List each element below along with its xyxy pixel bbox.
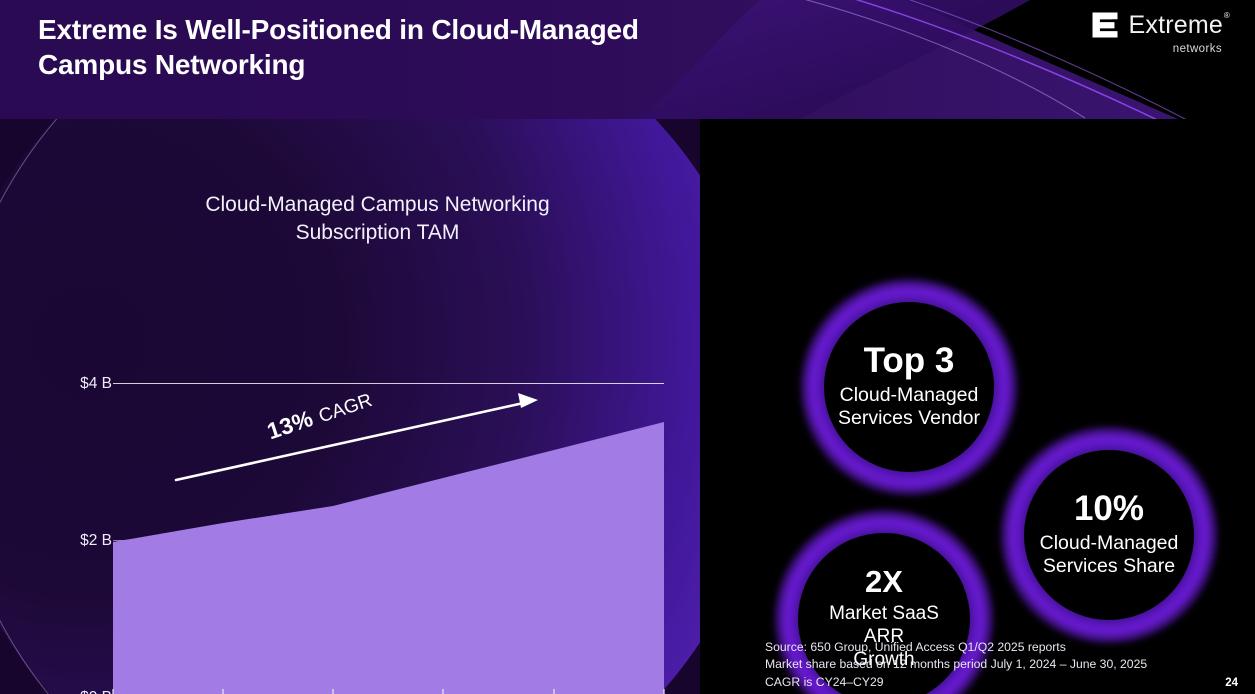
- slide-header: Extreme Is Well-Positioned in Cloud-Mana…: [0, 0, 1255, 119]
- stat-headline-top3: Top 3: [863, 340, 955, 380]
- gridline-4b: [113, 383, 664, 385]
- extreme-e-mark-icon: [1092, 12, 1118, 38]
- brand-logo: Extreme ® networks: [1090, 10, 1230, 55]
- stat-bubble-2x: 2X Market SaaS ARR Growth: [772, 507, 996, 694]
- page-title: Extreme Is Well-Positioned in Cloud-Mana…: [38, 14, 639, 81]
- stat-caption-2x: Market SaaS ARR Growth: [829, 603, 939, 671]
- cagr-value: 13%: [263, 404, 317, 445]
- stat-headline-10pct: 10%: [1073, 488, 1145, 528]
- logo-tagline: networks: [1172, 43, 1222, 55]
- cagr-label-text: CAGR: [316, 389, 375, 428]
- stat-headline-2x: 2X: [865, 564, 903, 600]
- cagr-trend-arrow: [174, 393, 538, 482]
- y-axis-tick-0b: $0 B: [56, 689, 112, 694]
- bubble-core: [798, 533, 970, 694]
- bubble-core: [1024, 450, 1194, 620]
- registered-mark-icon: ®: [1223, 10, 1230, 20]
- page-number: 24: [1225, 677, 1238, 689]
- chart-panel: Cloud-Managed Campus Networking Subscrip…: [0, 119, 700, 694]
- slide-body: Cloud-Managed Campus Networking Subscrip…: [0, 119, 1255, 694]
- logo-wordmark: Extreme ®: [1128, 10, 1230, 39]
- bubble-core: [824, 302, 994, 472]
- stat-bubble-top3: Top 3 Cloud-Managed Services Vendor: [798, 276, 1020, 498]
- stat-caption-top3: Cloud-Managed Services Vendor: [838, 383, 980, 430]
- tam-area-chart: Cloud-Managed Campus Networking Subscrip…: [0, 119, 700, 694]
- cagr-annotation: 13%CAGR: [176, 381, 546, 491]
- chart-title: Cloud-Managed Campus Networking Subscrip…: [205, 193, 550, 244]
- chart-plot-area: [112, 393, 665, 694]
- source-note: Source: 650 Group, Unified Access Q1/Q2 …: [765, 640, 1148, 689]
- header-band-shape: [0, 0, 1187, 119]
- stat-bubble-10pct: 10% Cloud-Managed Services Share: [998, 424, 1220, 646]
- area-series-tam: [113, 422, 664, 694]
- y-axis-tick-2b: $2 B: [80, 532, 112, 549]
- logo-wordmark-text: Extreme: [1128, 10, 1223, 39]
- y-axis-tick-4b: $4 B: [80, 375, 112, 392]
- stat-caption-10pct: Cloud-Managed Services Share: [1039, 531, 1179, 578]
